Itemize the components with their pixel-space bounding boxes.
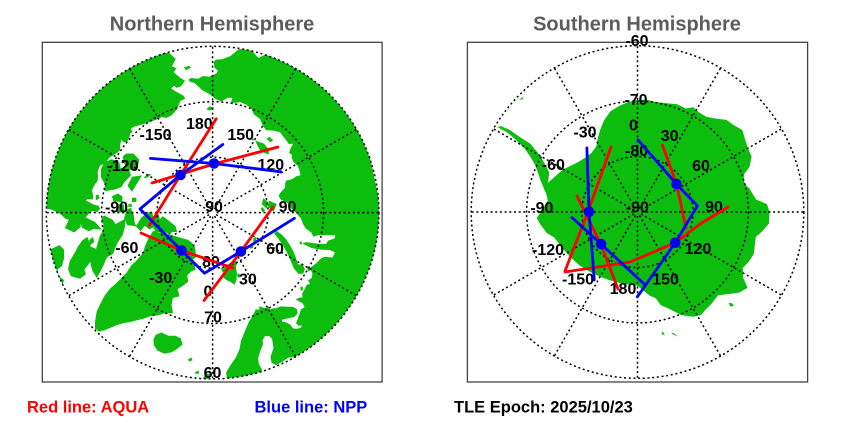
svg-text:120: 120 [685, 241, 712, 258]
svg-text:90: 90 [279, 199, 297, 216]
svg-text:-60: -60 [115, 240, 138, 257]
svg-text:Northern Hemisphere: Northern Hemisphere [110, 14, 315, 36]
svg-text:-150: -150 [562, 271, 594, 288]
svg-text:Blue line: NPP: Blue line: NPP [255, 399, 368, 417]
svg-text:180: 180 [610, 281, 637, 298]
svg-text:0: 0 [204, 283, 213, 300]
svg-text:-120: -120 [107, 158, 139, 175]
svg-text:70: 70 [204, 309, 222, 326]
svg-text:90: 90 [205, 199, 223, 216]
svg-text:60: 60 [692, 158, 710, 175]
svg-text:-90: -90 [626, 199, 649, 216]
svg-text:0: 0 [629, 117, 638, 134]
svg-text:-30: -30 [149, 270, 172, 287]
svg-text:30: 30 [661, 128, 679, 145]
svg-text:-60: -60 [542, 157, 565, 174]
svg-text:-120: -120 [532, 242, 564, 259]
svg-text:-60: -60 [625, 33, 648, 50]
svg-text:-30: -30 [573, 124, 596, 141]
svg-text:-90: -90 [105, 199, 128, 216]
svg-text:30: 30 [239, 272, 257, 289]
svg-text:-90: -90 [530, 200, 553, 217]
svg-text:-70: -70 [624, 92, 647, 109]
svg-text:60: 60 [204, 365, 222, 382]
svg-text:150: 150 [652, 272, 679, 289]
svg-text:TLE Epoch: 2025/10/23: TLE Epoch: 2025/10/23 [454, 399, 633, 417]
svg-text:60: 60 [266, 241, 284, 258]
svg-text:Southern Hemisphere: Southern Hemisphere [533, 14, 741, 36]
svg-text:Red line: AQUA: Red line: AQUA [27, 399, 149, 417]
svg-text:180: 180 [186, 116, 213, 133]
svg-text:150: 150 [227, 127, 254, 144]
svg-text:-80: -80 [625, 143, 648, 160]
svg-text:-150: -150 [139, 127, 171, 144]
